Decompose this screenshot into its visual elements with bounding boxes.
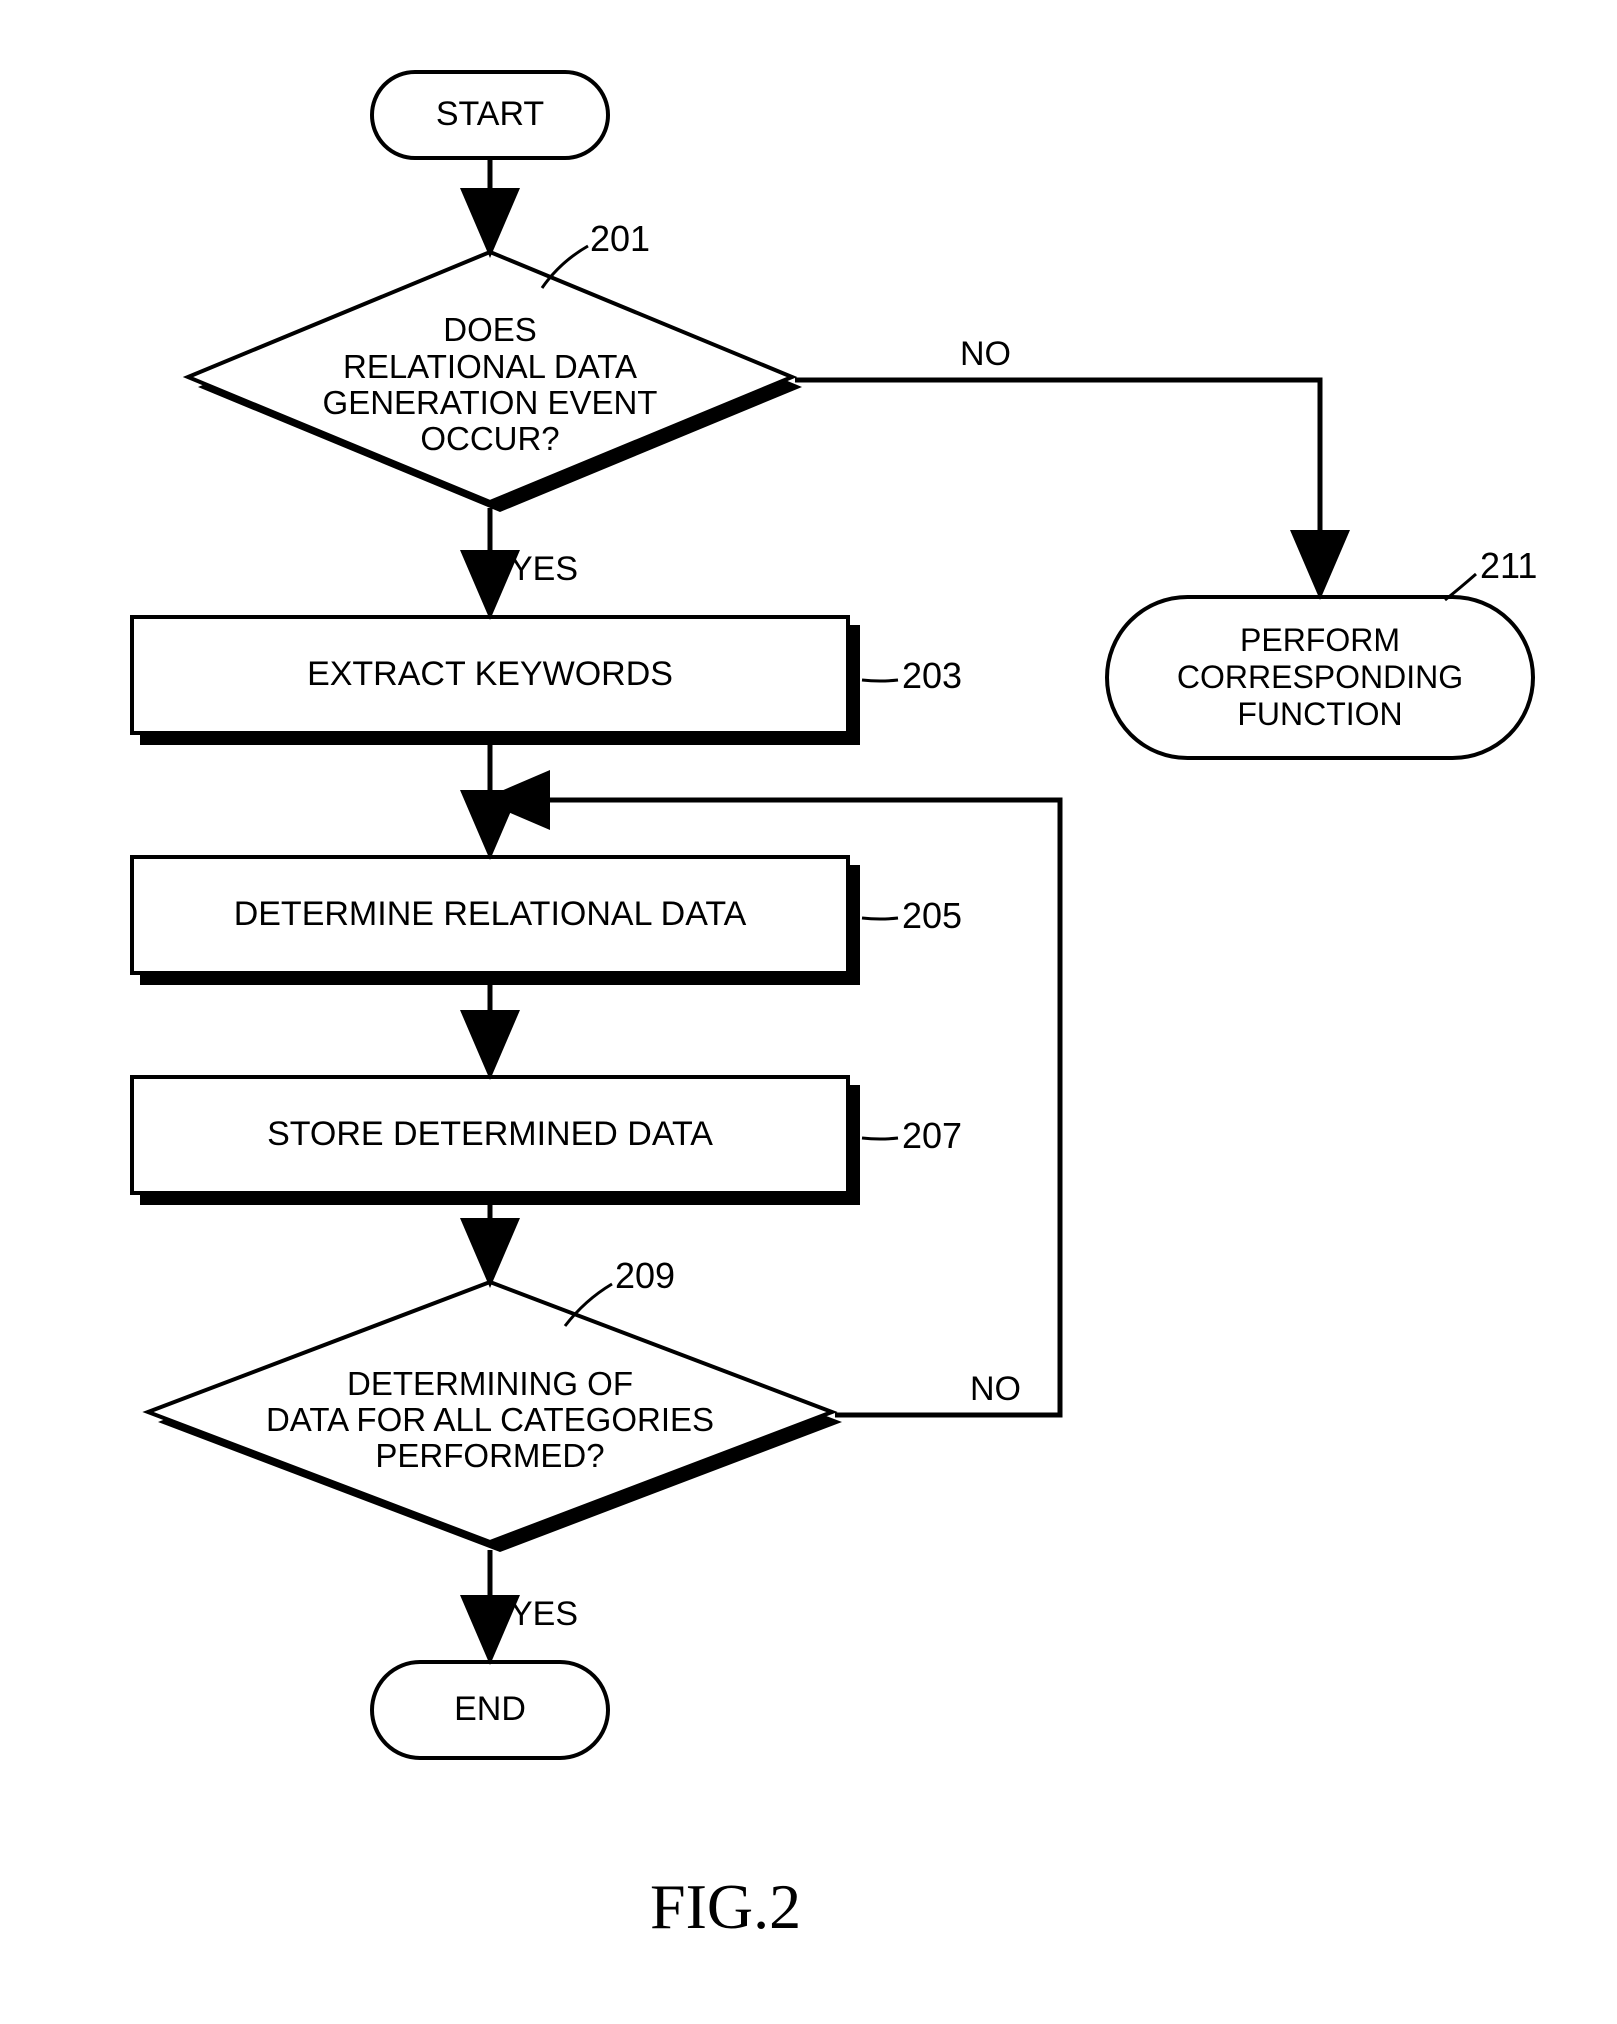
flowchart-canvas: START DOES RELATIONAL DATA GENERATION EV… xyxy=(0,0,1617,2024)
figure-caption: FIG.2 xyxy=(650,1870,801,1944)
connectors xyxy=(0,0,1617,2024)
